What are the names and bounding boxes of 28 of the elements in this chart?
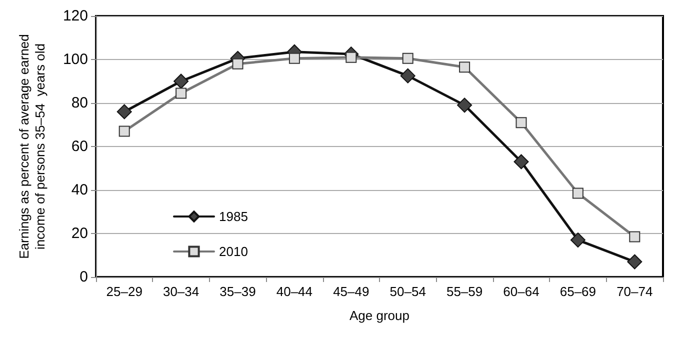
y-tick-label: 20 <box>71 225 88 242</box>
legend-label: 1985 <box>219 209 248 224</box>
point <box>570 232 586 248</box>
y-tick-label: 60 <box>71 138 88 155</box>
x-tick-label: 70–74 <box>616 284 653 299</box>
x-tick-label: 50–54 <box>390 284 426 299</box>
x-tick-label: 65–69 <box>560 284 596 299</box>
x-tick-label: 35–39 <box>220 284 256 299</box>
point <box>116 104 132 120</box>
x-tick-label: 45–49 <box>333 284 370 299</box>
point <box>627 254 642 270</box>
point <box>514 154 529 170</box>
y-tick-label: 40 <box>71 182 88 198</box>
x-tick-label: 60–64 <box>503 284 540 299</box>
x-tick-label: 25–29 <box>106 284 142 299</box>
point <box>457 98 472 113</box>
point <box>400 68 416 84</box>
point <box>174 74 189 89</box>
x-tick-label: 40–44 <box>276 284 313 299</box>
x-tick-label: 55–59 <box>446 284 483 299</box>
y-tick-label: 0 <box>80 268 88 286</box>
y-tick-label: 80 <box>71 94 88 112</box>
y-tick-label: 120 <box>62 8 88 24</box>
legend-label: 2010 <box>219 244 248 259</box>
y-axis-title: Earnings as percent of average earned income of persons 35–54 years old <box>16 34 48 259</box>
x-tick-label: 30–34 <box>162 284 200 299</box>
y-tick-label: 100 <box>62 51 88 68</box>
x-axis-title: Age group <box>350 308 410 323</box>
